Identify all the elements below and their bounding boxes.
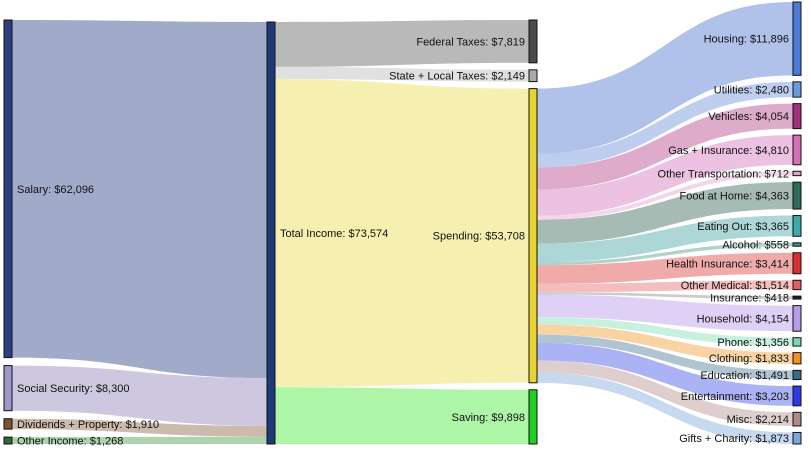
label-entertainment: Entertainment: $3,203 (681, 391, 789, 403)
node-phone (792, 337, 802, 347)
label-dividends: Dividends + Property: $1,910 (17, 419, 159, 431)
labels-layer: Salary: $62,096 Social Security: $8,300 Di… (17, 34, 789, 448)
label-utilities: Utilities: $2,480 (714, 84, 789, 96)
link-total_income-to-saving (275, 387, 529, 444)
link-spending-to-eating_out (537, 215, 793, 263)
node-spending (528, 88, 538, 384)
node-vehicles (792, 103, 802, 130)
label-vehicles: Vehicles: $4,054 (708, 111, 789, 123)
link-spending-to-gifts_charity (537, 372, 793, 445)
label-household: Household: $4,154 (697, 313, 789, 325)
node-health_insurance (792, 252, 802, 275)
label-insurance: Insurance: $418 (710, 293, 789, 305)
node-alcohol (792, 242, 802, 247)
link-total_income-to-spending (275, 79, 529, 388)
label-food_home: Food at Home: $4,363 (680, 191, 789, 203)
label-phone: Phone: $1,356 (717, 337, 789, 349)
link-spending-to-misc (537, 360, 793, 426)
nodes-layer (3, 1, 802, 445)
link-spending-to-alcohol (537, 242, 793, 266)
link-social_security-to-total_income (12, 365, 267, 426)
link-spending-to-household (537, 294, 793, 332)
node-total_income (266, 21, 276, 445)
link-total_income-to-state_local_taxes (275, 66, 529, 82)
label-salary: Salary: $62,096 (17, 184, 94, 196)
node-gas_insurance (792, 134, 802, 166)
links-layer (12, 2, 793, 445)
node-entertainment (792, 385, 802, 407)
link-dividends-to-total_income (12, 418, 267, 437)
node-saving (528, 389, 538, 445)
node-federal_taxes (528, 19, 538, 64)
label-education: Education: $1,491 (700, 370, 789, 382)
link-spending-to-housing (537, 2, 793, 154)
label-spending: Spending: $53,708 (433, 231, 525, 243)
node-utilities (792, 81, 802, 98)
node-other_medical (792, 279, 802, 291)
label-federal_taxes: Federal Taxes: $7,819 (416, 36, 525, 48)
link-spending-to-vehicles (537, 103, 793, 190)
link-spending-to-gas_insurance (537, 135, 793, 216)
node-other_transportation (792, 170, 802, 177)
label-alcohol: Alcohol: $558 (722, 240, 789, 252)
link-spending-to-food_home (537, 182, 793, 244)
link-spending-to-other_transportation (537, 171, 793, 220)
label-total_income: Total Income: $73,574 (280, 228, 388, 240)
node-salary (3, 19, 13, 359)
label-gas_insurance: Gas + Insurance: $4,810 (668, 145, 789, 157)
link-total_income-to-federal_taxes (275, 20, 529, 67)
label-other_income: Other Income: $1,268 (17, 436, 123, 448)
label-housing: Housing: $11,896 (704, 34, 789, 46)
link-spending-to-clothing (537, 324, 793, 364)
label-clothing: Clothing: $1,833 (709, 353, 789, 365)
label-eating_out: Eating Out: $3,365 (697, 221, 789, 233)
node-food_home (792, 181, 802, 210)
node-other_income (3, 436, 13, 445)
link-spending-to-education (537, 334, 793, 380)
label-social_security: Social Security: $8,300 (17, 383, 130, 395)
link-spending-to-other_medical (537, 280, 793, 293)
link-other_income-to-total_income (12, 436, 267, 444)
node-household (792, 305, 802, 332)
node-insurance (792, 295, 802, 300)
link-spending-to-health_insurance (537, 252, 793, 284)
node-housing (792, 1, 802, 76)
label-saving: Saving: $9,898 (452, 412, 525, 424)
link-salary-to-total_income (12, 20, 267, 379)
node-misc (792, 411, 802, 427)
node-education (792, 369, 802, 381)
label-misc: Misc: $2,214 (727, 414, 789, 426)
link-spending-to-entertainment (537, 342, 793, 406)
node-eating_out (792, 215, 802, 237)
label-state_local_taxes: State + Local Taxes: $2,149 (389, 71, 525, 83)
label-gifts_charity: Gifts + Charity: $1,873 (679, 433, 789, 445)
link-spending-to-insurance (537, 292, 793, 300)
node-dividends (3, 418, 13, 430)
label-other_transportation: Other Transportation: $712 (658, 168, 789, 180)
node-social_security (3, 365, 13, 412)
node-clothing (792, 352, 802, 365)
label-other_medical: Other Medical: $1,514 (681, 280, 789, 292)
link-spending-to-phone (537, 317, 793, 347)
node-state_local_taxes (528, 69, 538, 83)
label-health_insurance: Health Insurance: $3,414 (666, 258, 789, 270)
link-spending-to-utilities (537, 81, 793, 168)
node-gifts_charity (792, 431, 802, 445)
